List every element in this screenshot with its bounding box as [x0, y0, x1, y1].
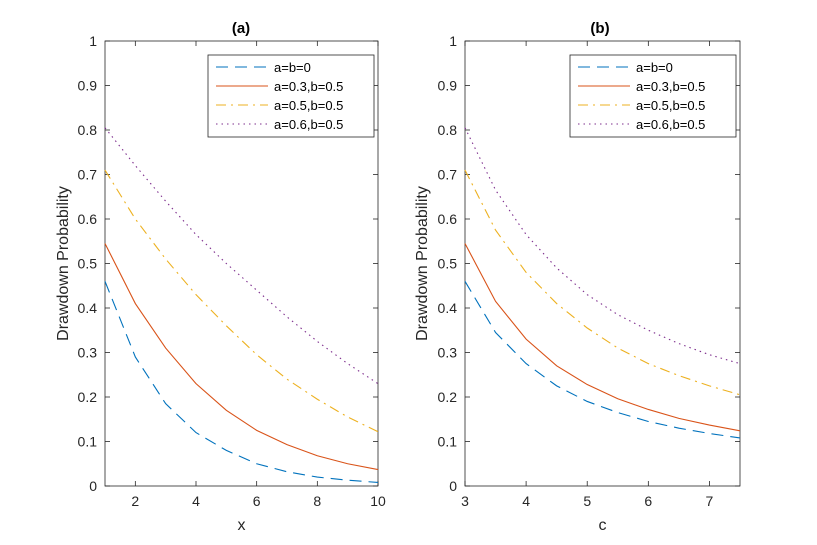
y-tick-label: 0 [449, 478, 457, 494]
series-line-1 [464, 243, 741, 432]
chart-panel-0: 0 0.1 0.2 0.3 0.4 0.5 0.6 0.7 0.8 0.9 1 2 4 6 8 10 (a) x D… [55, 20, 386, 534]
y-tick-label: 0.7 [438, 167, 458, 183]
y-tick-label: 0.2 [438, 389, 458, 405]
legend-label: a=0.3,b=0.5 [636, 79, 705, 94]
series-line-2 [104, 169, 379, 433]
x-tick-label: 2 [131, 493, 139, 509]
series-line-3 [104, 127, 379, 385]
y-tick-label: 0.1 [78, 434, 98, 450]
x-tick-label: 4 [522, 493, 530, 509]
legend-label: a=0.5,b=0.5 [636, 98, 705, 113]
legend-box [207, 54, 375, 138]
legend-label: a=0.6,b=0.5 [636, 117, 705, 132]
legend-label: a=0.3,b=0.5 [274, 79, 343, 94]
series-line-0 [104, 281, 379, 483]
legend: a=b=0 a=0.3,b=0.5 a=0.5,b=0.5 a=0.6,b=0.5 [207, 54, 375, 138]
x-tick-label: 4 [192, 493, 200, 509]
legend-box [569, 54, 737, 138]
y-tick-label: 0.9 [438, 78, 458, 94]
y-tick-label: 0.3 [438, 345, 458, 361]
legend-label: a=b=0 [636, 60, 673, 75]
x-tick-label: 10 [370, 493, 386, 509]
legend-label: a=b=0 [274, 60, 311, 75]
y-tick-label: 0.9 [78, 78, 98, 94]
x-axis-label: x [238, 517, 246, 534]
x-tick-label: 8 [313, 493, 321, 509]
x-tick-label: 6 [644, 493, 652, 509]
series-line-2 [464, 169, 741, 396]
y-tick-label: 1 [89, 33, 97, 49]
y-tick-label: 0.8 [438, 122, 458, 138]
x-tick-label: 5 [583, 493, 591, 509]
y-tick-label: 0.1 [438, 434, 458, 450]
y-tick-label: 0.5 [78, 256, 98, 272]
y-tick-label: 0.3 [78, 345, 98, 361]
y-tick-label: 0.4 [438, 300, 458, 316]
legend: a=b=0 a=0.3,b=0.5 a=0.5,b=0.5 a=0.6,b=0.5 [569, 54, 737, 138]
y-tick-label: 0.8 [78, 122, 98, 138]
legend-label: a=0.5,b=0.5 [274, 98, 343, 113]
y-tick-label: 1 [449, 33, 457, 49]
chart-panel-1: 0 0.1 0.2 0.3 0.4 0.5 0.6 0.7 0.8 0.9 1 3 4 5 6 7 (b) c Dr… [414, 20, 741, 534]
y-axis-label: Drawdown Probability [414, 186, 431, 341]
legend-label: a=0.6,b=0.5 [274, 117, 343, 132]
chart-title: (b) [590, 20, 609, 37]
y-axis-label: Drawdown Probability [55, 186, 72, 341]
x-tick-label: 7 [706, 493, 714, 509]
y-tick-label: 0.2 [78, 389, 98, 405]
chart-title: (a) [232, 20, 250, 37]
y-tick-label: 0 [89, 478, 97, 494]
series-line-0 [464, 281, 741, 439]
x-tick-label: 6 [253, 493, 261, 509]
x-tick-label: 3 [461, 493, 469, 509]
x-axis-label: c [599, 517, 607, 534]
y-tick-label: 0.5 [438, 256, 458, 272]
y-tick-label: 0.4 [78, 300, 98, 316]
y-tick-label: 0.6 [438, 211, 458, 227]
series-line-1 [104, 243, 379, 471]
y-tick-label: 0.6 [78, 211, 98, 227]
y-tick-label: 0.7 [78, 167, 98, 183]
